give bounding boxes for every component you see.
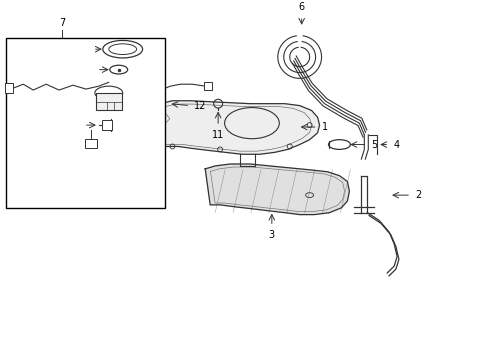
- Bar: [96, 93, 122, 109]
- Text: 8: 8: [87, 64, 94, 75]
- Bar: [5, 83, 13, 93]
- Polygon shape: [142, 101, 319, 154]
- Text: 12: 12: [194, 100, 206, 111]
- Text: 3: 3: [268, 230, 274, 240]
- Polygon shape: [205, 164, 349, 215]
- Text: 4: 4: [392, 140, 399, 149]
- Text: 1: 1: [321, 122, 327, 132]
- Text: 11: 11: [212, 130, 224, 140]
- Text: 2: 2: [414, 190, 421, 200]
- Text: 9: 9: [83, 44, 90, 54]
- Bar: [6, 37, 165, 208]
- Bar: [204, 82, 212, 90]
- Text: 5: 5: [370, 140, 377, 149]
- Bar: [85, 139, 97, 148]
- Text: 10: 10: [68, 120, 81, 130]
- Text: 7: 7: [59, 18, 65, 28]
- Bar: [102, 120, 112, 130]
- Bar: [61, 104, 69, 112]
- Text: 6: 6: [298, 2, 304, 12]
